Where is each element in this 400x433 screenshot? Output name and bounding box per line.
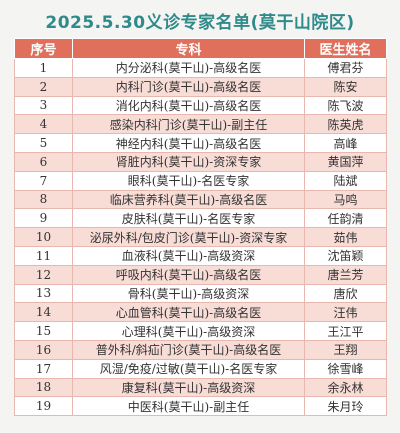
department-cell: 临床营养科(莫干山)-高级名医	[72, 189, 305, 210]
doctor-cell: 唐兰芳	[304, 264, 387, 285]
expert-table: 序号 专科 医生姓名 1 内分泌科(莫干山)-高级名医 傅君芬 2 内科门诊(莫干山)-高级…	[14, 38, 387, 417]
header-cell: 专科	[72, 38, 305, 59]
table-row: 7 眼科(莫干山)-名医专家 陆斌	[14, 170, 387, 191]
doctor-cell: 朱月玲	[304, 396, 387, 417]
department-cell: 泌尿外科/包皮门诊(莫干山)-资深专家	[72, 227, 305, 247]
header-row: 序号 专科 医生姓名	[14, 38, 387, 59]
index-cell: 8	[14, 189, 73, 210]
department-cell: 呼吸内科(莫干山)-高级名医	[72, 264, 305, 285]
doctor-cell: 陈英虎	[304, 114, 387, 135]
table-row: 16 普外科/斜疝门诊(莫干山)-高级名医 王翔	[14, 339, 387, 360]
department-cell: 康复科(莫干山)-高级资深	[72, 377, 305, 398]
index-cell: 1	[14, 58, 73, 78]
table-row: 13 骨科(莫干山)-高级资深 唐欣	[14, 283, 387, 304]
table-row: 10 泌尿外科/包皮门诊(莫干山)-资深专家 茹伟	[14, 227, 387, 247]
doctor-cell: 陈安	[304, 76, 387, 97]
doctor-cell: 马鸣	[304, 189, 387, 210]
index-cell: 6	[14, 151, 73, 172]
index-cell: 16	[14, 339, 73, 360]
doctor-cell: 陈飞波	[304, 95, 387, 116]
doctor-cell: 高峰	[304, 133, 387, 153]
index-cell: 19	[14, 396, 73, 417]
table-row: 9 皮肤科(莫干山)-名医专家 任韵清	[14, 208, 387, 229]
table-row: 6 肾脏内科(莫干山)-资深专家 黄国萍	[14, 151, 387, 172]
table-row: 15 心理科(莫干山)-高级资深 王江平	[14, 321, 387, 341]
index-cell: 15	[14, 321, 73, 341]
index-cell: 17	[14, 358, 73, 379]
doctor-cell: 汪伟	[304, 302, 387, 323]
table-row: 18 康复科(莫干山)-高级资深 余永林	[14, 377, 387, 398]
header-cell: 医生姓名	[304, 38, 387, 59]
doctor-cell: 茹伟	[304, 227, 387, 247]
table-row: 5 神经内科(莫干山)-高级名医 高峰	[14, 133, 387, 153]
department-cell: 眼科(莫干山)-名医专家	[72, 170, 305, 191]
department-cell: 血液科(莫干山)-高级资深	[72, 245, 305, 266]
table-row: 14 心血管科(莫干山)-高级名医 汪伟	[14, 302, 387, 323]
doctor-cell: 陆斌	[304, 170, 387, 191]
table-row: 17 风湿/免疫/过敏(莫干山)-名医专家 徐雪峰	[14, 358, 387, 379]
table-row: 11 血液科(莫干山)-高级资深 沈笛颖	[14, 245, 387, 266]
table-row: 3 消化内科(莫干山)-高级名医 陈飞波	[14, 95, 387, 116]
department-cell: 骨科(莫干山)-高级资深	[72, 283, 305, 304]
header-cell: 序号	[14, 38, 73, 59]
department-cell: 感染内科门诊(莫干山)-副主任	[72, 114, 305, 135]
department-cell: 内分泌科(莫干山)-高级名医	[72, 58, 305, 78]
index-cell: 4	[14, 114, 73, 135]
table-row: 8 临床营养科(莫干山)-高级名医 马鸣	[14, 189, 387, 210]
index-cell: 14	[14, 302, 73, 323]
department-cell: 心理科(莫干山)-高级资深	[72, 321, 305, 341]
index-cell: 10	[14, 227, 73, 247]
table-row: 2 内科门诊(莫干山)-高级名医 陈安	[14, 76, 387, 97]
doctor-cell: 唐欣	[304, 283, 387, 304]
department-cell: 消化内科(莫干山)-高级名医	[72, 95, 305, 116]
index-cell: 2	[14, 76, 73, 97]
doctor-cell: 傅君芬	[304, 58, 387, 78]
department-cell: 心血管科(莫干山)-高级名医	[72, 302, 305, 323]
department-cell: 肾脏内科(莫干山)-资深专家	[72, 151, 305, 172]
table-row: 1 内分泌科(莫干山)-高级名医 傅君芬	[14, 58, 387, 78]
doctor-cell: 徐雪峰	[304, 358, 387, 379]
table-row: 4 感染内科门诊(莫干山)-副主任 陈英虎	[14, 114, 387, 135]
index-cell: 18	[14, 377, 73, 398]
doctor-cell: 王江平	[304, 321, 387, 341]
department-cell: 风湿/免疫/过敏(莫干山)-名医专家	[72, 358, 305, 379]
index-cell: 9	[14, 208, 73, 229]
doctor-cell: 余永林	[304, 377, 387, 398]
doctor-cell: 黄国萍	[304, 151, 387, 172]
department-cell: 皮肤科(莫干山)-名医专家	[72, 208, 305, 229]
table-body: 1 内分泌科(莫干山)-高级名医 傅君芬 2 内科门诊(莫干山)-高级名医 陈安 3 消化内科…	[14, 58, 387, 417]
department-cell: 神经内科(莫干山)-高级名医	[72, 133, 305, 153]
department-cell: 中医科(莫干山)-副主任	[72, 396, 305, 417]
department-cell: 内科门诊(莫干山)-高级名医	[72, 76, 305, 97]
index-cell: 3	[14, 95, 73, 116]
table-row: 12 呼吸内科(莫干山)-高级名医 唐兰芳	[14, 264, 387, 285]
index-cell: 12	[14, 264, 73, 285]
department-cell: 普外科/斜疝门诊(莫干山)-高级名医	[72, 339, 305, 360]
table-row: 19 中医科(莫干山)-副主任 朱月玲	[14, 396, 387, 417]
index-cell: 11	[14, 245, 73, 266]
doctor-cell: 沈笛颖	[304, 245, 387, 266]
doctor-cell: 王翔	[304, 339, 387, 360]
index-cell: 13	[14, 283, 73, 304]
index-cell: 5	[14, 133, 73, 153]
index-cell: 7	[14, 170, 73, 191]
title: 2025.5.30义诊专家名单(莫干山院区)	[45, 13, 355, 33]
doctor-cell: 任韵清	[304, 208, 387, 229]
